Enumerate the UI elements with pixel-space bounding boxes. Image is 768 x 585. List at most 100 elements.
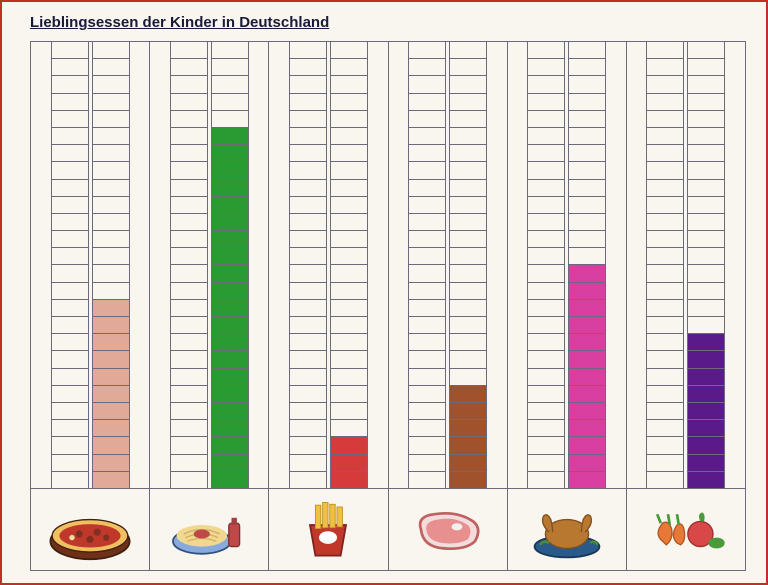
grid-cell — [647, 369, 683, 386]
grid-cell — [647, 197, 683, 214]
grid-cell — [52, 145, 88, 162]
grid-cell — [528, 437, 564, 454]
grid-cell — [93, 214, 129, 231]
grid-cell — [171, 437, 207, 454]
grid-cell — [450, 420, 486, 437]
grid-cell — [688, 180, 724, 197]
pizza-icon — [31, 488, 149, 570]
grid-cell — [647, 351, 683, 368]
chart-area — [30, 41, 746, 571]
grid-cell — [409, 420, 445, 437]
grid-cell — [688, 455, 724, 472]
grid-cell — [409, 265, 445, 282]
grid-cell — [450, 472, 486, 488]
grid-cell — [647, 145, 683, 162]
bar-column-scale — [527, 42, 565, 488]
grid-cell — [688, 386, 724, 403]
chart-column-pizza — [30, 42, 149, 570]
grid-cell — [409, 180, 445, 197]
grid-cell — [409, 300, 445, 317]
grid-cell — [450, 128, 486, 145]
grid-cell — [93, 59, 129, 76]
grid-cell — [212, 351, 248, 368]
grid-cell — [290, 265, 326, 282]
grid-cell — [290, 334, 326, 351]
grid-cell — [331, 420, 367, 437]
grid-cell — [569, 420, 605, 437]
grid-cell — [688, 42, 724, 59]
grid-cell — [450, 455, 486, 472]
grid-cell — [409, 248, 445, 265]
grid-cell — [171, 386, 207, 403]
vegetables-icon — [627, 488, 745, 570]
grid-cell — [52, 248, 88, 265]
grid-cell — [212, 248, 248, 265]
grid-cell — [688, 265, 724, 282]
grid-cell — [450, 369, 486, 386]
grid-cell — [331, 386, 367, 403]
grid-cell — [290, 455, 326, 472]
grid-cell — [688, 214, 724, 231]
grid-cell — [331, 42, 367, 59]
grid-cell — [52, 59, 88, 76]
grid-cell — [450, 162, 486, 179]
grid-cell — [647, 248, 683, 265]
grid-cell — [409, 111, 445, 128]
grid-cell — [688, 351, 724, 368]
grid-cell — [528, 111, 564, 128]
grid-cell — [647, 317, 683, 334]
grid-cell — [528, 94, 564, 111]
grid-cell — [688, 145, 724, 162]
grid-cell — [171, 317, 207, 334]
grid-cell — [93, 180, 129, 197]
grid-cell — [331, 403, 367, 420]
grid-cell — [647, 386, 683, 403]
grid-cell — [52, 94, 88, 111]
grid-cell — [212, 334, 248, 351]
grid-cell — [409, 128, 445, 145]
grid-cell — [528, 369, 564, 386]
grid-cell — [52, 214, 88, 231]
grid-cell — [647, 231, 683, 248]
grid-cell — [450, 300, 486, 317]
grid-cell — [93, 76, 129, 93]
grid-cell — [171, 472, 207, 488]
grid-cell — [171, 111, 207, 128]
grid-cell — [450, 214, 486, 231]
grid-cell — [171, 403, 207, 420]
grid-cell — [688, 59, 724, 76]
fries-icon — [269, 488, 387, 570]
grid-cell — [450, 231, 486, 248]
grid-cell — [450, 76, 486, 93]
grid-cell — [52, 317, 88, 334]
grid-cell — [52, 128, 88, 145]
grid-cell — [290, 42, 326, 59]
grid-cell — [409, 162, 445, 179]
grid-cell — [647, 42, 683, 59]
bars-wrap — [31, 42, 149, 488]
grid-cell — [331, 145, 367, 162]
grid-cell — [290, 300, 326, 317]
grid-cell — [52, 455, 88, 472]
grid-cell — [688, 317, 724, 334]
grid-cell — [331, 94, 367, 111]
grid-cell — [171, 197, 207, 214]
grid-cell — [688, 420, 724, 437]
grid-cell — [212, 403, 248, 420]
grid-cell — [290, 248, 326, 265]
bar-column-value — [568, 42, 606, 488]
grid-cell — [331, 472, 367, 488]
grid-cell — [409, 351, 445, 368]
grid-cell — [52, 231, 88, 248]
grid-cell — [450, 59, 486, 76]
grid-cell — [212, 111, 248, 128]
grid-cell — [569, 162, 605, 179]
grid-cell — [212, 231, 248, 248]
grid-cell — [331, 437, 367, 454]
grid-cell — [212, 94, 248, 111]
bar-column-scale — [289, 42, 327, 488]
grid-cell — [450, 197, 486, 214]
grid-cell — [93, 300, 129, 317]
grid-cell — [569, 351, 605, 368]
grid-cell — [569, 369, 605, 386]
